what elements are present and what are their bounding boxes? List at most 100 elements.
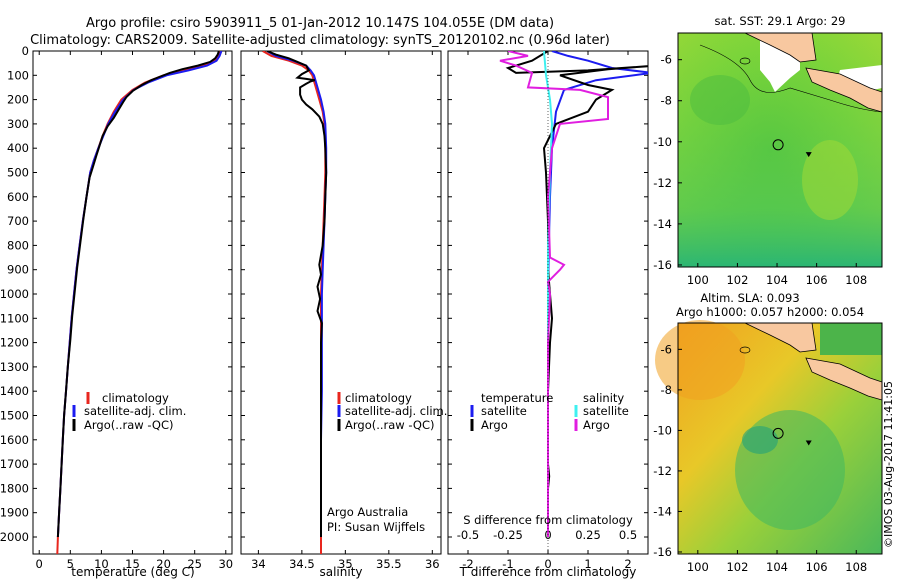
salinity-axis: 34 34.5 35 35.5 36 bbox=[251, 51, 440, 571]
salinity-lines bbox=[262, 51, 328, 554]
temperature-axis: 0 5 10 15 20 25 30 bbox=[36, 51, 233, 571]
lat-tick-label: -6 bbox=[661, 53, 672, 67]
float-track-marker bbox=[805, 440, 812, 446]
series-line-temperature-argo bbox=[505, 51, 648, 537]
sla-map-title-1: Altim. SLA: 0.093 bbox=[700, 291, 799, 305]
sla-map-frame bbox=[677, 322, 883, 555]
depth-tick-label: 1500 bbox=[0, 408, 29, 422]
legend-s-argo-diff: Argo bbox=[583, 418, 610, 432]
depth-tick-label: 500 bbox=[7, 165, 29, 179]
legend-t-satellite: satellite bbox=[481, 404, 527, 418]
series-line-climatology bbox=[56, 51, 221, 554]
depth-tick-label: 100 bbox=[7, 68, 29, 82]
difference-lines bbox=[499, 51, 648, 554]
legend-climatology: climatology bbox=[102, 391, 169, 405]
lat-tick-label: -12 bbox=[653, 464, 672, 478]
sla-longitude-axis: 100 102 104 106 108 bbox=[687, 550, 867, 574]
depth-tick-label: 1100 bbox=[0, 311, 29, 325]
lon-tick-label: 104 bbox=[766, 560, 788, 574]
depth-tick-label: 1900 bbox=[0, 506, 29, 520]
depth-axis: 0 100 200 300 400 500 600 700 800 900 1000 1100 1200… bbox=[0, 44, 232, 544]
series-line-climatology bbox=[262, 51, 327, 554]
lon-tick-label: 106 bbox=[806, 273, 828, 287]
depth-tick-label: 1000 bbox=[0, 287, 29, 301]
x-tick-label: 0 bbox=[544, 557, 551, 571]
sla-argo-marks bbox=[772, 427, 812, 446]
legend-s-argo: Argo(..raw -QC) bbox=[345, 418, 435, 432]
t-difference-label: T difference from climatology bbox=[459, 565, 637, 579]
lat-tick-label: -16 bbox=[653, 545, 672, 559]
x-tick-label: 30 bbox=[218, 557, 233, 571]
temperature-plot-frame bbox=[32, 50, 233, 555]
x-tick-label: -1 bbox=[502, 557, 513, 571]
lat-tick-label: -10 bbox=[653, 423, 672, 437]
x-tick-label: 25 bbox=[187, 557, 202, 571]
difference-depth-ticks bbox=[448, 50, 648, 538]
temperature-lines bbox=[56, 51, 223, 554]
salinity-legend: climatology satellite-adj. clim. Argo(..… bbox=[337, 391, 447, 432]
difference-panel: -2 -1 0 1 2 -0.5 -0.25 0 0.25 0.5 temperature sa… bbox=[447, 50, 649, 579]
x-tick-label: 2 bbox=[624, 557, 631, 571]
depth-tick-label: 1400 bbox=[0, 384, 29, 398]
s-difference-axis: -0.5 -0.25 0 0.25 0.5 bbox=[457, 528, 637, 542]
series-line-salinity-argo bbox=[499, 51, 609, 537]
float-track-marker bbox=[805, 152, 812, 158]
x-tick-label: 0 bbox=[36, 557, 43, 571]
depth-tick-label: 1600 bbox=[0, 433, 29, 447]
x-tick-label: 5 bbox=[67, 557, 74, 571]
lon-tick-label: 102 bbox=[726, 273, 748, 287]
sst-latitude-axis: -6 -8 -10 -12 -14 -16 bbox=[653, 53, 682, 272]
lon-tick-label: 108 bbox=[845, 273, 867, 287]
salinity-plot-frame bbox=[240, 50, 442, 555]
depth-tick-label: 400 bbox=[7, 141, 29, 155]
depth-tick-label: 300 bbox=[7, 117, 29, 131]
lat-tick-label: -10 bbox=[653, 135, 672, 149]
lat-tick-label: -14 bbox=[653, 504, 672, 518]
legend-salinity-header: salinity bbox=[583, 391, 624, 405]
depth-tick-label: 0 bbox=[22, 44, 29, 58]
title-line1: Argo profile: csiro 5903911_5 01-Jan-201… bbox=[86, 16, 554, 31]
sst-map-title: sat. SST: 29.1 Argo: 29 bbox=[715, 14, 846, 28]
lon-tick-label: 100 bbox=[687, 273, 709, 287]
legend-s-satellite: satellite-adj. clim. bbox=[345, 404, 447, 418]
depth-tick-label: 200 bbox=[7, 93, 29, 107]
lat-tick-label: -8 bbox=[661, 94, 672, 108]
lat-tick-label: -14 bbox=[653, 217, 672, 231]
depth-tick-label: 1200 bbox=[0, 336, 29, 350]
legend-satellite: satellite-adj. clim. bbox=[84, 404, 186, 418]
x-tick-label: 20 bbox=[156, 557, 171, 571]
sst-coast-contour bbox=[699, 44, 883, 113]
x-tick-label: 35.5 bbox=[376, 557, 402, 571]
depth-tick-label: 1700 bbox=[0, 457, 29, 471]
legend-s-climatology: climatology bbox=[345, 391, 412, 405]
legend-s-sat: satellite bbox=[583, 404, 629, 418]
salinity-annotation-1: Argo Australia bbox=[327, 505, 408, 519]
lon-tick-label: 106 bbox=[806, 560, 828, 574]
sla-eddy bbox=[742, 426, 778, 454]
salinity-panel: 34 34.5 35 35.5 36 climatology satellite-adj… bbox=[240, 50, 447, 579]
depth-tick-label: 2000 bbox=[0, 530, 29, 544]
legend-argo: Argo(..raw -QC) bbox=[84, 418, 174, 432]
difference-legend: temperature salinity satellite Argo sate… bbox=[470, 391, 629, 432]
salinity-xlabel: salinity bbox=[319, 565, 362, 579]
sst-map-frame bbox=[677, 32, 883, 268]
temperature-xlabel: temperature (deg C) bbox=[71, 565, 194, 579]
legend-temperature-header: temperature bbox=[481, 391, 553, 405]
salinity-annotation-2: PI: Susan Wijffels bbox=[327, 520, 425, 534]
sst-map-panel: sat. SST: 29.1 Argo: 29 100 102 104 106 108 … bbox=[653, 14, 883, 287]
s-difference-tick-label: 0.25 bbox=[575, 528, 601, 542]
temperature-legend: climatology satellite-adj. clim. Argo(..… bbox=[72, 391, 186, 432]
depth-tick-label: 800 bbox=[7, 238, 29, 252]
lat-tick-label: -12 bbox=[653, 176, 672, 190]
argo-position-marker bbox=[772, 139, 784, 151]
sla-map-title-2: Argo h1000: 0.057 h2000: 0.054 bbox=[676, 305, 864, 319]
x-tick-label: 35 bbox=[338, 557, 353, 571]
x-tick-label: 1 bbox=[584, 557, 591, 571]
depth-tick-label: 600 bbox=[7, 190, 29, 204]
temperature-panel: 0100200300400500600700800900100011001200… bbox=[0, 44, 233, 579]
s-difference-tick-label: -0.25 bbox=[493, 528, 523, 542]
title-line2: Climatology: CARS2009. Satellite-adjuste… bbox=[30, 33, 610, 48]
series-line-argo-raw-qc- bbox=[56, 51, 220, 538]
x-tick-label: 10 bbox=[94, 557, 109, 571]
